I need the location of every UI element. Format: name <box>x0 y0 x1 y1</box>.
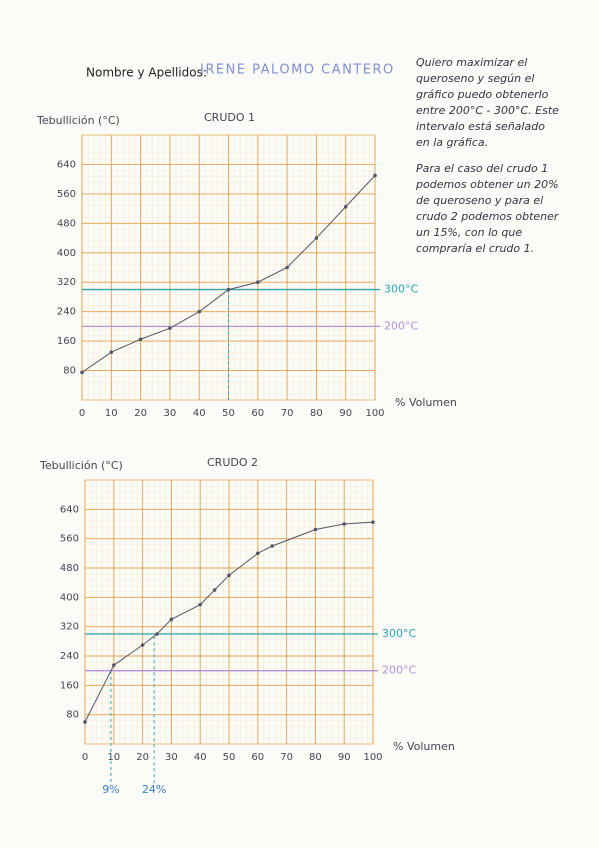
y-tick-label: 480 <box>60 563 79 574</box>
x-tick-label: 0 <box>82 752 88 763</box>
x-tick-label: 100 <box>363 752 382 763</box>
data-point <box>155 632 159 636</box>
note-line: de queroseno y para el <box>416 194 543 207</box>
x-axis-label: % Volumen <box>393 740 455 753</box>
x-tick-label: 50 <box>222 408 235 419</box>
y-tick-label: 80 <box>66 710 79 721</box>
marker-label: 9% <box>102 783 119 796</box>
data-point <box>285 265 289 270</box>
note-line: intervalo está señalado <box>416 120 545 133</box>
data-point <box>270 544 275 548</box>
y-tick-label: 640 <box>57 159 76 170</box>
data-point <box>342 522 347 526</box>
note-line: crudo 2 podemos obtener <box>416 210 560 223</box>
reference-label: 300°C <box>382 627 416 640</box>
x-axis-label: % Volumen <box>395 396 457 409</box>
x-tick-label: 40 <box>193 408 206 419</box>
x-tick-label: 60 <box>251 408 264 419</box>
data-point <box>255 280 260 285</box>
data-point <box>371 520 375 524</box>
y-tick-label: 480 <box>57 218 76 229</box>
x-tick-label: 0 <box>79 408 85 419</box>
data-point <box>255 551 260 556</box>
data-point <box>226 287 231 292</box>
note-line: un 15%, con lo que <box>416 226 522 239</box>
y-tick-label: 160 <box>57 336 76 347</box>
y-tick-label: 400 <box>57 248 76 259</box>
marker-label: 24% <box>142 783 166 796</box>
x-tick-label: 100 <box>365 408 384 419</box>
note-line: Para el caso del crudo 1 <box>416 162 548 175</box>
data-point <box>373 173 377 178</box>
x-tick-label: 70 <box>280 752 293 763</box>
data-point <box>197 309 201 314</box>
reference-label: 200°C <box>384 319 418 332</box>
x-tick-label: 10 <box>107 752 120 763</box>
x-tick-label: 80 <box>309 752 322 763</box>
chart-title: CRUDO 2 <box>207 456 258 469</box>
student-name: IRENE PALOMO CANTERO <box>200 63 395 78</box>
x-tick-label: 10 <box>105 408 118 419</box>
y-tick-label: 560 <box>60 534 79 545</box>
y-tick-label: 240 <box>57 307 76 318</box>
data-point <box>198 602 202 607</box>
data-point <box>169 617 174 622</box>
data-point <box>140 643 145 647</box>
y-tick-label: 400 <box>60 592 79 603</box>
x-tick-label: 40 <box>194 752 207 763</box>
x-tick-label: 60 <box>251 752 264 763</box>
data-point <box>83 720 87 724</box>
y-tick-label: 80 <box>63 366 76 377</box>
x-tick-label: 30 <box>164 408 177 419</box>
y-tick-label: 320 <box>60 622 79 633</box>
data-point <box>314 236 319 240</box>
note-line: Quiero maximizar el <box>416 56 527 69</box>
data-point <box>80 370 84 375</box>
x-tick-label: 20 <box>134 408 147 419</box>
x-tick-label: 70 <box>281 408 294 419</box>
y-tick-label: 160 <box>60 680 79 691</box>
data-point <box>109 350 114 354</box>
data-point <box>168 326 172 331</box>
note-line: queroseno y según el <box>416 72 534 85</box>
x-tick-label: 30 <box>165 752 178 763</box>
reference-label: 300°C <box>384 283 418 296</box>
notes: Quiero maximizar el queroseno y según el g… <box>415 56 560 255</box>
x-tick-label: 90 <box>339 408 352 419</box>
x-tick-label: 20 <box>136 752 149 763</box>
data-point <box>343 204 348 209</box>
x-tick-label: 50 <box>223 752 236 763</box>
data-point <box>112 663 116 667</box>
note-line: podemos obtener un 20% <box>415 178 559 191</box>
x-tick-label: 90 <box>338 752 351 763</box>
note-line: gráfico puedo obtenerlo <box>416 88 549 101</box>
reference-label: 200°C <box>382 664 416 677</box>
y-axis-label: Tebullición (°C) <box>39 459 123 472</box>
y-axis-label: Tebullición (°C) <box>36 114 120 127</box>
y-tick-label: 640 <box>60 504 79 515</box>
data-point <box>212 588 217 592</box>
data-point <box>227 573 231 578</box>
chart-title: CRUDO 1 <box>204 111 255 124</box>
data-point <box>138 337 143 342</box>
x-tick-label: 80 <box>310 408 323 419</box>
name-label: Nombre y Apellidos: <box>86 66 207 80</box>
note-line: en la gráfica. <box>416 136 488 149</box>
y-tick-label: 560 <box>57 189 76 200</box>
y-tick-label: 320 <box>57 277 76 288</box>
note-line: entre 200°C - 300°C. Este <box>416 104 559 117</box>
y-tick-label: 240 <box>60 651 79 662</box>
data-point <box>313 527 318 532</box>
note-line: compraría el crudo 1. <box>416 242 534 255</box>
